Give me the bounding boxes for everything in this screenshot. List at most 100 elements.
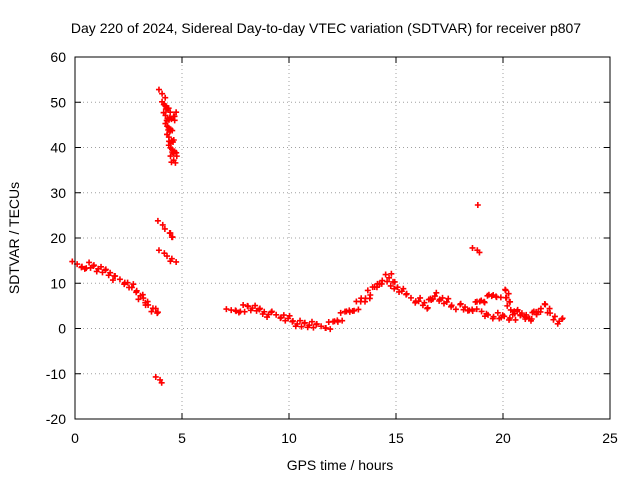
data-point <box>439 294 446 301</box>
data-point <box>419 302 426 309</box>
data-point <box>289 318 296 325</box>
data-point <box>167 109 174 116</box>
data-point <box>537 305 544 312</box>
data-point <box>162 94 169 101</box>
series-short-arc-b <box>155 247 180 265</box>
y-tick-label: 20 <box>50 230 66 246</box>
data-point <box>498 314 505 321</box>
data-point <box>327 326 334 333</box>
data-point <box>376 281 383 288</box>
data-point <box>140 295 147 302</box>
data-point <box>457 301 464 308</box>
data-point <box>105 272 112 279</box>
data-points <box>69 86 566 386</box>
data-point <box>280 312 287 319</box>
series-lower-band <box>473 306 540 324</box>
data-point <box>240 301 247 308</box>
data-point <box>169 234 176 241</box>
data-point <box>173 109 180 116</box>
data-point <box>170 113 177 120</box>
data-point <box>367 292 374 298</box>
series-small-cluster <box>469 244 483 256</box>
data-point <box>403 291 410 298</box>
data-point <box>171 117 178 124</box>
data-point <box>355 306 362 313</box>
data-point <box>167 230 174 237</box>
series-negative-cluster <box>152 373 165 386</box>
data-point <box>159 90 166 97</box>
data-point <box>554 320 561 327</box>
data-point <box>431 293 438 300</box>
data-point <box>547 310 554 317</box>
data-point <box>476 249 483 256</box>
data-point <box>81 265 88 272</box>
data-point <box>308 318 315 325</box>
data-point <box>436 297 443 304</box>
data-point <box>152 373 159 380</box>
data-point <box>273 311 280 318</box>
data-point <box>235 309 242 316</box>
data-point <box>424 305 431 312</box>
data-point <box>337 309 344 316</box>
data-point <box>171 148 178 155</box>
y-tick-label: -10 <box>46 366 66 382</box>
data-point <box>102 267 109 274</box>
x-tick-label: 15 <box>388 430 404 446</box>
data-point <box>247 307 254 314</box>
data-point <box>167 153 174 160</box>
data-point <box>379 277 386 284</box>
data-point <box>489 315 496 322</box>
data-point <box>473 306 480 313</box>
x-tick-label: 0 <box>71 430 79 446</box>
data-point <box>522 315 529 322</box>
data-point <box>504 302 511 309</box>
data-point <box>116 276 123 283</box>
y-tick-label: 40 <box>50 140 66 156</box>
data-point <box>503 294 510 301</box>
data-point <box>481 298 488 305</box>
data-point <box>86 259 93 266</box>
data-point <box>493 293 500 300</box>
data-point <box>133 289 140 296</box>
data-point <box>112 273 119 280</box>
data-point <box>90 263 97 270</box>
data-point <box>298 323 305 330</box>
data-point <box>478 308 485 315</box>
data-point <box>152 305 159 312</box>
data-point <box>415 298 422 305</box>
data-point <box>310 324 317 331</box>
data-point <box>145 301 152 308</box>
data-point <box>364 287 371 294</box>
data-point <box>292 323 299 330</box>
data-point <box>398 288 405 295</box>
x-tick-label: 20 <box>495 430 511 446</box>
data-point <box>264 314 271 321</box>
data-point <box>474 201 481 208</box>
data-point <box>533 311 540 318</box>
data-point <box>388 270 395 277</box>
data-point <box>494 309 501 316</box>
data-point <box>427 295 434 302</box>
data-point <box>164 253 171 260</box>
data-point <box>223 306 230 313</box>
data-point <box>167 144 174 151</box>
series-steep-arc <box>155 86 180 166</box>
data-point <box>130 281 137 288</box>
data-point <box>387 282 394 289</box>
x-tick-label: 10 <box>281 430 297 446</box>
y-axis: -20 -10 0 10 20 30 40 50 60 <box>46 49 610 427</box>
data-point <box>511 310 518 317</box>
data-point <box>542 301 549 308</box>
series-isolated <box>474 201 481 208</box>
grid <box>75 57 610 419</box>
data-point <box>412 299 419 306</box>
data-point <box>69 258 76 265</box>
series-main-arc-1 <box>69 258 161 317</box>
x-tick-label: 5 <box>178 430 186 446</box>
data-point <box>148 308 155 315</box>
data-point <box>501 313 508 320</box>
data-point <box>277 315 284 322</box>
data-point <box>506 316 513 323</box>
data-point <box>158 379 165 386</box>
